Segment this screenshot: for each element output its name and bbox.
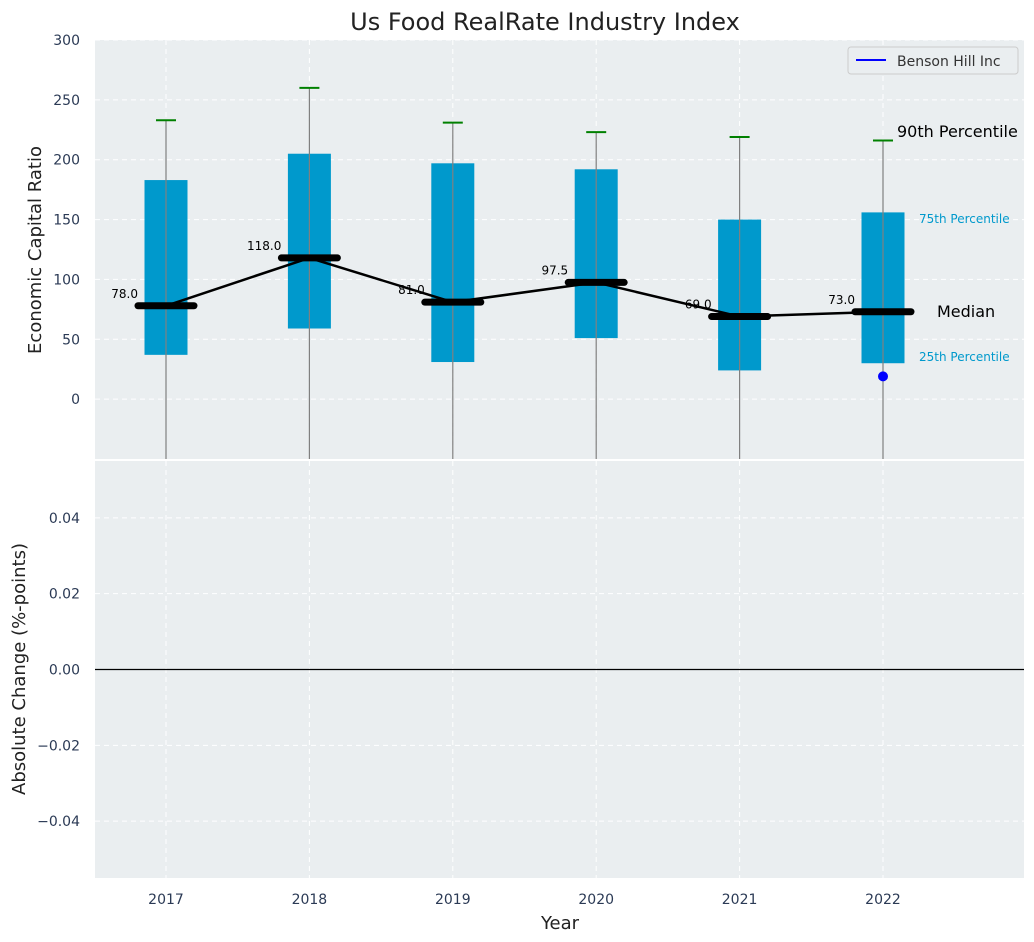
top-y-tick-label: 200: [53, 153, 80, 169]
bottom-y-tick-label: 0.04: [49, 511, 80, 527]
top-y-tick-label: 150: [53, 213, 80, 229]
legend: Benson Hill Inc: [847, 46, 1019, 75]
median-value-label: 118.0: [247, 239, 281, 253]
bottom-y-axis-label: Absolute Change (%-points): [9, 543, 30, 795]
top-y-axis-label: Economic Capital Ratio: [25, 146, 46, 354]
legend-box: [847, 46, 1019, 75]
x-tick-label: 2022: [865, 892, 901, 908]
company-points: [878, 371, 888, 382]
bottom-y-tick-label: 0.00: [49, 663, 80, 679]
median-markers: [134, 254, 915, 321]
x-tick-label: 2017: [148, 892, 184, 908]
median-value-labels: 78.0 118.0 81.0 97.5 69.0 73.0: [111, 239, 855, 312]
annotation-25th-percentile: 25th Percentile: [919, 350, 1010, 364]
annotation-75th-percentile: 75th Percentile: [919, 212, 1010, 226]
company-point: [878, 371, 888, 382]
x-axis-label: Year: [540, 913, 580, 934]
box-plot-series: [144, 86, 905, 459]
bottom-y-tick-label: 0.02: [49, 587, 80, 603]
annotation-median: Median: [937, 302, 995, 321]
x-tick-label: 2019: [435, 892, 471, 908]
bottom-y-tick-labels: −0.04 −0.02 0.00 0.02 0.04: [37, 511, 80, 830]
top-y-tick-label: 300: [53, 33, 80, 49]
x-tick-label: 2021: [722, 892, 758, 908]
x-tick-label: 2018: [292, 892, 328, 908]
x-tick-label: 2020: [578, 892, 614, 908]
top-y-tick-label: 100: [53, 272, 80, 288]
top-y-tick-labels: 0 50 100 150 200 250 300: [53, 33, 80, 408]
median-value-label: 69.0: [685, 298, 712, 312]
median-value-label: 81.0: [398, 283, 425, 297]
median-value-label: 73.0: [828, 293, 855, 307]
bottom-y-tick-label: −0.02: [37, 738, 80, 754]
x-tick-labels: 2017 2018 2019 2020 2021 2022: [148, 892, 901, 908]
annotation-90th-percentile: 90th Percentile: [897, 122, 1018, 141]
top-y-tick-label: 0: [71, 392, 80, 408]
median-value-label: 78.0: [111, 287, 138, 301]
chart-title: Us Food RealRate Industry Index: [350, 8, 740, 36]
bottom-y-tick-label: −0.04: [37, 814, 80, 830]
top-y-tick-label: 250: [53, 93, 80, 109]
top-y-tick-label: 50: [62, 332, 80, 348]
legend-label: Benson Hill Inc: [897, 54, 1001, 70]
median-value-label: 97.5: [541, 263, 568, 277]
